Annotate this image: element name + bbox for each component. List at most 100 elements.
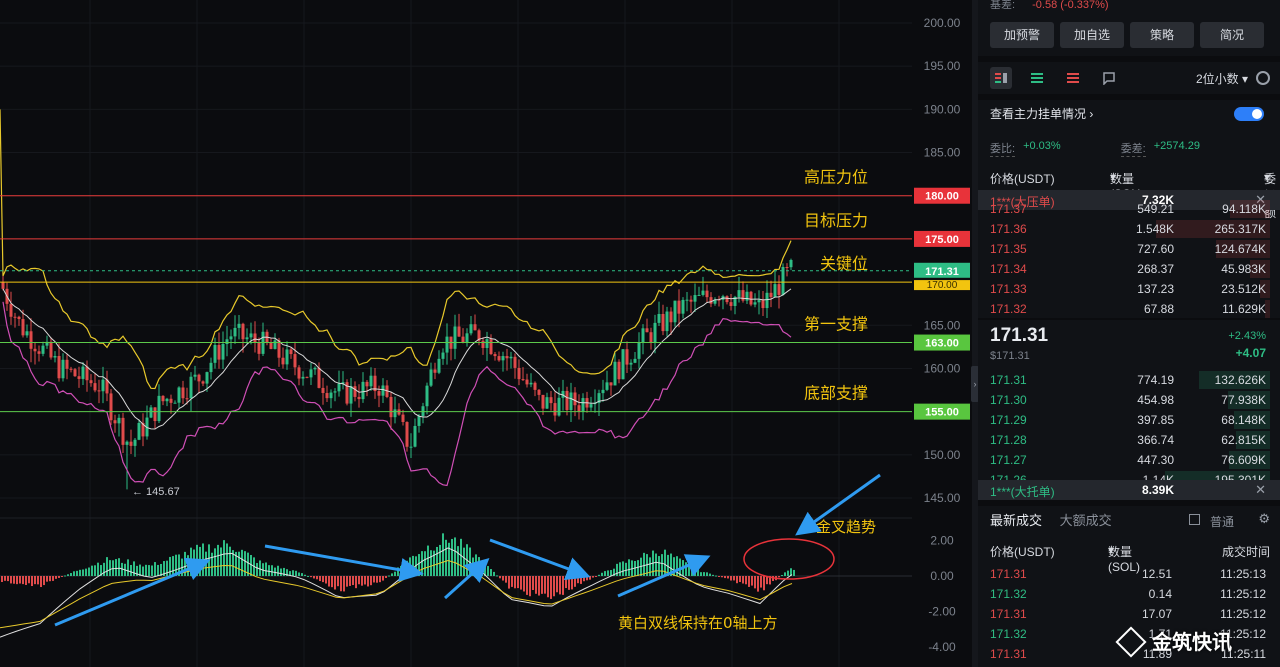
macd-bar [274,567,276,576]
ask-row[interactable]: 171.36 1.548K 265.317K [978,219,1280,239]
ask-price: 171.32 [990,302,1027,316]
ask-total: 124.674K [1214,242,1266,256]
candle-body [597,393,601,403]
add-alert-button[interactable]: 加预警 [990,22,1054,48]
trade-row[interactable]: 171.32 0.14 11:25:12 [978,584,1280,604]
candle-body [69,368,73,370]
tab-latest-trades[interactable]: 最新成交 [990,513,1043,528]
macd-bar [112,560,114,576]
bid-row[interactable]: 171.27 447.30 76.609K [978,450,1280,470]
candle-body [453,326,457,349]
ob-qty-header[interactable]: 数量 (SOL) ▾ [1110,170,1142,201]
trade-time: 11:25:12 [1220,587,1266,601]
ask-row[interactable]: 171.33 137.23 23.512K [978,279,1280,299]
tr-time-header: 成交时间 [1221,545,1270,559]
macd-bar [625,562,627,576]
candle-body [461,336,465,343]
candle-body [729,302,733,306]
macd-bar [196,544,198,576]
close-icon[interactable]: ✕ [1255,192,1266,207]
bid-row[interactable]: 171.31 774.19 132.626K [978,370,1280,390]
bid-total: 76.609K [1221,453,1266,467]
candle-body [109,393,113,421]
macd-bar [757,576,759,592]
macd-bar [562,576,564,595]
macd-bar [145,564,147,576]
trend-arrow [489,538,591,581]
macd-bar [310,576,312,578]
macd-bar [256,562,258,576]
trade-row[interactable]: 171.32 1.71 11:25:12 [978,624,1280,644]
macd-bar [247,552,249,576]
ask-row[interactable]: 171.35 727.60 124.674K [978,239,1280,259]
macd-bar [715,575,717,577]
macd-bar [223,540,225,576]
panel-divider[interactable] [972,0,978,667]
macd-bar [673,557,675,576]
macd-bar [259,560,261,576]
candle-body [141,422,145,437]
macd-bar [64,575,66,577]
candle-body [301,376,305,379]
settings-gear-icon[interactable]: ⚙ [1258,511,1270,526]
candle-body [125,441,129,445]
strategy-button[interactable]: 策略 [1130,22,1194,48]
ask-row[interactable]: 171.37 549.21 94.118K [978,199,1280,219]
macd-bar [250,554,252,576]
tab-large-trades[interactable]: 大额成交 [1059,513,1112,528]
main-orders-toggle[interactable] [1234,107,1264,121]
macd-bar [334,576,336,590]
macd-bar [547,576,549,598]
ask-qty: 137.23 [1137,282,1174,296]
candle-body [501,356,505,361]
big-ask-row[interactable]: 1***(大压单) 7.32K ✕ [978,190,1280,210]
bid-row[interactable]: 171.30 454.98 77.938K [978,390,1280,410]
collapse-panel-button[interactable]: › [971,366,979,402]
asks-only-icon[interactable] [1062,67,1084,89]
normal-checkbox[interactable] [1189,514,1200,525]
level-price-tag [914,230,970,247]
close-icon[interactable]: ✕ [1255,482,1266,497]
big-ask-label: 1***(大压单) [990,195,1055,209]
overview-button[interactable]: 简况 [1200,22,1264,48]
settings-gear-icon[interactable] [1256,71,1270,85]
trade-price: 171.32 [990,627,1027,641]
candle-body [177,387,181,403]
candle-body [289,349,293,355]
price-axis-label: 190.00 [924,102,961,116]
add-watchlist-button[interactable]: 加自选 [1060,22,1124,48]
trade-row[interactable]: 171.31 17.07 11:25:12 [978,604,1280,624]
both-sides-icon[interactable] [990,67,1012,89]
bid-row[interactable]: 171.28 366.74 62.815K [978,430,1280,450]
candle-body [693,295,697,302]
bid-row[interactable]: 171.29 397.85 68.148K [978,410,1280,430]
trade-row[interactable]: 171.31 11.89 11:25:11 [978,644,1280,664]
macd-bar [79,569,81,576]
candle-body [217,344,221,360]
ask-row[interactable]: 171.32 67.88 11.629K [978,299,1280,319]
bids-only-icon[interactable] [1026,67,1048,89]
price-chart[interactable]: 高压力位 180.00 目标压力 175.00 关键位 第一支撑 163.00 底部支撑 155… [0,0,972,667]
trade-row[interactable]: 171.31 12.51 11:25:13 [978,564,1280,584]
macd-bar [592,576,594,578]
mid-percent: +2.43% [1228,330,1266,342]
ask-qty: 67.88 [1143,302,1174,316]
big-bid-row[interactable]: 1***(大托单) 8.39K ✕ [978,480,1280,500]
macd-bar [631,560,633,576]
tr-qty-header[interactable]: 数量(SOL) ▾ [1108,543,1141,574]
depth-bar [1230,200,1270,218]
bid-total: 132.626K [1214,373,1266,387]
depth-icon[interactable] [1098,67,1120,89]
lower-band-line [2,301,792,487]
candle-body [409,446,413,448]
candle-body [45,341,49,346]
macd-bar [442,533,444,576]
ask-row[interactable]: 171.34 268.37 45.983K [978,259,1280,279]
macd-bar [82,569,84,576]
ob-total-header[interactable]: 委托额 ▾ [1263,170,1276,220]
macd-bar [424,551,426,576]
decimals-select[interactable]: 2位小数 ▾ [1195,71,1248,86]
current-price-label: 171.31 [925,266,959,278]
macd-bar [298,572,300,576]
